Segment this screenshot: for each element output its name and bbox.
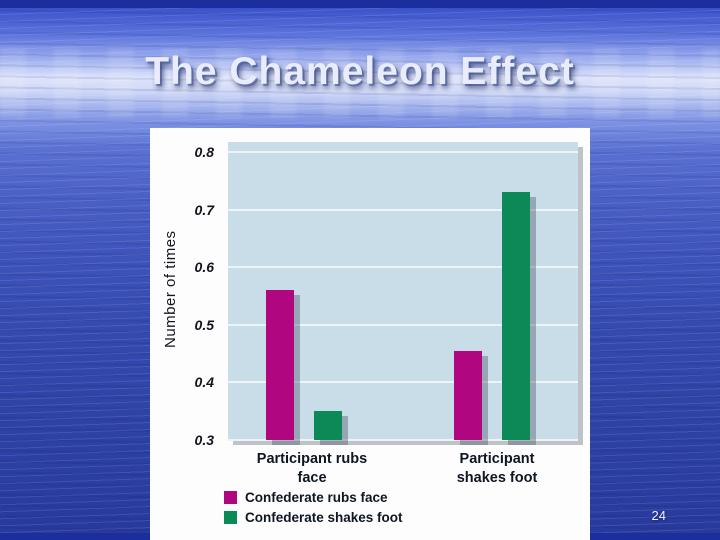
y-tick-label: 0.4 xyxy=(194,374,214,391)
y-tick-label: 0.7 xyxy=(194,201,214,218)
bar-group xyxy=(266,152,342,440)
legend-swatch xyxy=(224,491,237,504)
bar xyxy=(266,290,294,440)
y-axis-tick-labels: 0.8 0.7 0.6 0.5 0.4 0.3 xyxy=(150,144,222,448)
slide-title: The Chameleon Effect xyxy=(145,50,575,93)
plot-area xyxy=(228,142,578,441)
y-tick-label: 0.6 xyxy=(194,259,214,276)
bar xyxy=(454,350,482,440)
bar xyxy=(502,192,530,440)
slide-number: 24 xyxy=(651,508,666,523)
legend-item: Confederate shakes foot xyxy=(224,510,403,525)
y-tick-label: 0.3 xyxy=(194,432,214,448)
bar-groups xyxy=(228,152,578,440)
chart-legend: Confederate rubs face Confederate shakes … xyxy=(224,490,403,530)
x-axis-label: Participant rubs face xyxy=(256,451,368,486)
y-tick-label: 0.5 xyxy=(194,316,214,333)
y-tick-label: 0.8 xyxy=(194,144,214,160)
plot-inner xyxy=(228,151,578,441)
gridline xyxy=(228,323,578,326)
gridline xyxy=(228,208,578,211)
bar xyxy=(314,411,342,440)
gridline xyxy=(228,439,578,441)
bar-group xyxy=(454,152,530,440)
gridline xyxy=(228,151,578,153)
chart-panel: Number of times 0.8 0.7 0.6 0.5 0.4 0.3 Parti… xyxy=(150,128,590,540)
legend-swatch xyxy=(224,511,237,524)
gridline xyxy=(228,381,578,384)
x-axis-label: Participant shakes foot xyxy=(456,451,538,486)
legend-label: Confederate shakes foot xyxy=(245,510,403,525)
legend-label: Confederate rubs face xyxy=(245,490,388,505)
gridline xyxy=(228,266,578,269)
legend-item: Confederate rubs face xyxy=(224,490,403,505)
top-edge-bar xyxy=(0,0,720,8)
